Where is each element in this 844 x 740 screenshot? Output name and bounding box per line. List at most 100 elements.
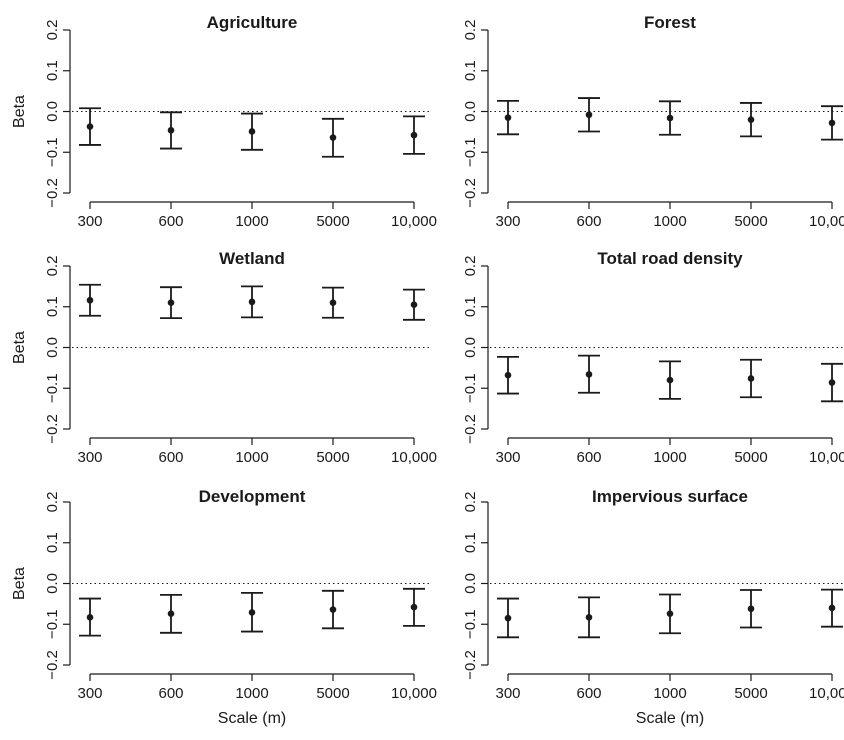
data-point	[828, 119, 836, 127]
y-tick-label: 0.2	[44, 492, 61, 513]
panel-title: Forest	[644, 13, 696, 32]
y-tick-label: −0.1	[44, 373, 61, 403]
data-point	[666, 376, 674, 384]
x-tick-label: 1000	[235, 685, 268, 702]
x-tick-label: 5000	[316, 449, 349, 466]
x-tick-label: 600	[576, 213, 601, 230]
x-tick-label: 1000	[235, 449, 268, 466]
panel-forest: Forest −0.2 −0.1 0.0 0.1 0.2 300 600 1000 5000 10,…	[462, 13, 844, 230]
panel-total-road-density: Total road density −0.2 −0.1 0.0 0.1 0.2 300 60…	[462, 249, 844, 466]
panel-agriculture: Agriculture −0.2 −0.1 0.0 0.1 0.2 300 600 1000 50…	[11, 13, 437, 230]
x-tick-label: 1000	[653, 685, 686, 702]
panel-title: Development	[199, 487, 306, 506]
y-axis-title: Beta	[11, 95, 28, 128]
y-tick-label: 0.0	[44, 101, 61, 122]
y-tick-label: 0.0	[462, 101, 479, 122]
x-tick-label: 600	[576, 449, 601, 466]
data-point	[504, 371, 512, 379]
y-tick-label: 0.2	[462, 492, 479, 513]
x-tick-label: 10,000	[809, 685, 844, 702]
y-tick-label: −0.2	[462, 178, 479, 208]
y-tick-label: 0.1	[44, 60, 61, 81]
x-tick-label: 300	[495, 449, 520, 466]
x-tick-label: 600	[158, 685, 183, 702]
data-point	[666, 114, 674, 122]
data-point	[828, 604, 836, 612]
data-point	[248, 298, 256, 306]
data-point	[167, 610, 175, 617]
x-tick-label: 10,000	[809, 449, 844, 466]
y-tick-label: 0.0	[44, 573, 61, 594]
x-tick-label: 1000	[653, 449, 686, 466]
data-point	[666, 610, 674, 617]
x-tick-label: 5000	[734, 213, 767, 230]
panel-title: Total road density	[597, 249, 743, 268]
data-point	[410, 301, 418, 309]
x-tick-label: 300	[495, 213, 520, 230]
y-tick-label: 0.1	[44, 532, 61, 553]
panel-title: Impervious surface	[592, 487, 748, 506]
y-tick-label: 0.2	[44, 20, 61, 41]
panel-wetland: Wetland −0.2 −0.1 0.0 0.1 0.2 300 600 1000 5000 10…	[11, 249, 437, 466]
data-point	[410, 603, 418, 611]
data-point	[504, 114, 512, 121]
y-tick-label: 0.0	[44, 337, 61, 358]
y-tick-label: 0.1	[462, 60, 479, 81]
y-tick-label: −0.1	[462, 137, 479, 167]
data-point	[410, 131, 418, 139]
data-point	[86, 123, 94, 130]
panel-title: Wetland	[219, 249, 285, 268]
data-point	[504, 614, 512, 622]
y-tick-label: 0.0	[462, 337, 479, 358]
y-tick-label: 0.2	[462, 256, 479, 277]
x-tick-label: 10,000	[809, 213, 844, 230]
y-tick-label: −0.2	[462, 414, 479, 444]
data-point	[248, 609, 256, 616]
x-axis-title: Scale (m)	[636, 710, 704, 727]
data-point	[747, 116, 755, 123]
y-tick-label: 0.1	[44, 296, 61, 317]
x-tick-label: 300	[77, 685, 102, 702]
y-tick-label: −0.2	[44, 178, 61, 208]
data-point	[585, 614, 593, 621]
y-tick-label: −0.2	[44, 414, 61, 444]
y-tick-label: 0.1	[462, 296, 479, 317]
y-tick-label: −0.2	[44, 650, 61, 680]
data-point	[747, 375, 755, 382]
data-point	[86, 614, 94, 621]
y-tick-label: −0.1	[44, 609, 61, 639]
x-tick-label: 300	[495, 685, 520, 702]
x-tick-label: 600	[158, 213, 183, 230]
data-point	[329, 134, 337, 141]
x-tick-label: 10,000	[391, 685, 437, 702]
x-tick-label: 600	[576, 685, 601, 702]
data-point	[167, 126, 175, 134]
data-point	[167, 299, 175, 306]
data-point	[248, 128, 256, 135]
x-tick-label: 10,000	[391, 213, 437, 230]
y-axis-title: Beta	[11, 567, 28, 600]
y-tick-label: 0.0	[462, 573, 479, 594]
x-tick-label: 300	[77, 213, 102, 230]
y-tick-label: −0.1	[44, 137, 61, 167]
panel-title: Agriculture	[207, 13, 298, 32]
data-point	[329, 606, 337, 613]
data-point	[329, 299, 337, 306]
x-tick-label: 300	[77, 449, 102, 466]
panel-development: Development −0.2 −0.1 0.0 0.1 0.2 300 600 1000 50…	[11, 487, 437, 727]
data-point	[86, 296, 94, 304]
data-point	[585, 111, 593, 119]
x-tick-label: 10,000	[391, 449, 437, 466]
y-tick-label: 0.2	[44, 256, 61, 277]
x-tick-label: 5000	[316, 213, 349, 230]
x-tick-label: 600	[158, 449, 183, 466]
y-axis-title: Beta	[11, 331, 28, 364]
panel-impervious-surface: Impervious surface −0.2 −0.1 0.0 0.1 0.2 300 60…	[462, 487, 844, 727]
y-tick-label: 0.1	[462, 532, 479, 553]
data-point	[585, 371, 593, 378]
x-tick-label: 1000	[235, 213, 268, 230]
x-tick-label: 5000	[316, 685, 349, 702]
y-tick-label: −0.1	[462, 373, 479, 403]
y-tick-label: −0.1	[462, 609, 479, 639]
